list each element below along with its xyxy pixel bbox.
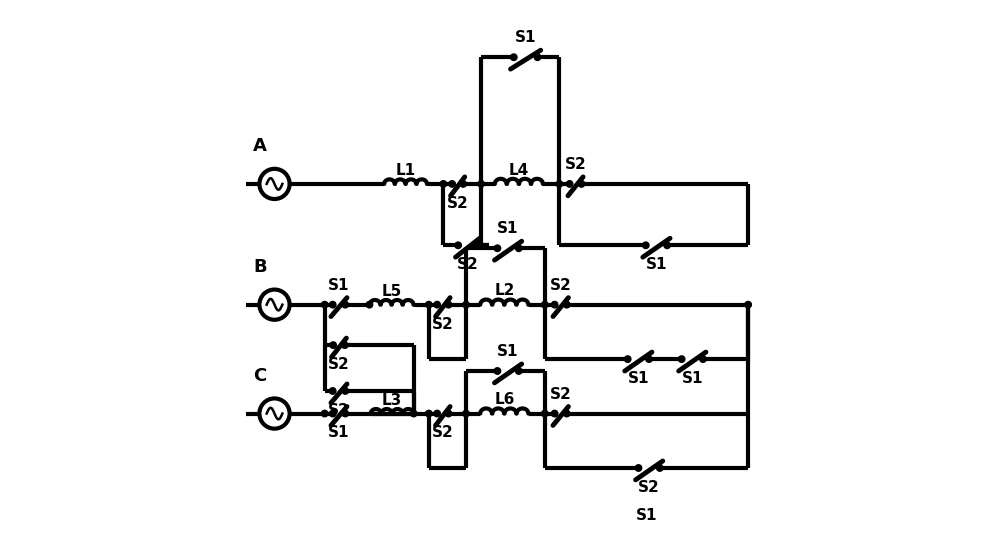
Circle shape — [516, 245, 522, 251]
Circle shape — [434, 410, 440, 417]
Circle shape — [330, 342, 336, 348]
Text: S1: S1 — [682, 371, 703, 386]
Text: L2: L2 — [494, 283, 515, 298]
Text: S2: S2 — [550, 387, 572, 402]
Circle shape — [342, 342, 348, 348]
Text: S2: S2 — [432, 426, 454, 440]
Text: L1: L1 — [396, 164, 416, 178]
Circle shape — [494, 368, 501, 374]
Circle shape — [542, 301, 548, 308]
Text: S2: S2 — [432, 317, 454, 331]
Circle shape — [664, 242, 670, 249]
Text: S2: S2 — [457, 257, 479, 272]
Text: L3: L3 — [382, 393, 402, 408]
Circle shape — [329, 387, 336, 394]
Circle shape — [643, 242, 649, 249]
Text: S2: S2 — [328, 403, 350, 418]
Text: S1: S1 — [497, 344, 519, 359]
Circle shape — [700, 356, 706, 362]
Text: A: A — [253, 137, 267, 155]
Text: S1: S1 — [636, 507, 657, 523]
Circle shape — [646, 356, 652, 362]
Text: S1: S1 — [328, 278, 350, 293]
Circle shape — [463, 410, 469, 417]
Circle shape — [460, 181, 466, 187]
Circle shape — [445, 410, 452, 417]
Circle shape — [564, 301, 570, 308]
Circle shape — [342, 410, 349, 417]
Circle shape — [551, 410, 558, 417]
Text: C: C — [253, 367, 267, 385]
Circle shape — [678, 356, 685, 362]
Text: S2: S2 — [638, 480, 660, 495]
Circle shape — [564, 410, 570, 417]
Circle shape — [321, 301, 328, 308]
Circle shape — [455, 242, 461, 249]
Circle shape — [463, 301, 469, 308]
Circle shape — [445, 301, 452, 308]
Circle shape — [342, 301, 349, 308]
Circle shape — [366, 301, 373, 308]
Circle shape — [434, 301, 440, 308]
Text: S1: S1 — [628, 371, 649, 386]
Circle shape — [624, 356, 631, 362]
Circle shape — [516, 368, 522, 374]
Circle shape — [426, 301, 432, 308]
Circle shape — [440, 181, 447, 187]
Circle shape — [474, 242, 480, 249]
Circle shape — [551, 301, 558, 308]
Text: S1: S1 — [646, 257, 667, 272]
Text: B: B — [253, 258, 267, 276]
Text: S1: S1 — [328, 426, 350, 440]
Circle shape — [426, 410, 432, 417]
Text: S2: S2 — [328, 357, 350, 372]
Circle shape — [542, 410, 548, 417]
Circle shape — [745, 301, 751, 308]
Circle shape — [578, 181, 585, 187]
Text: S2: S2 — [565, 157, 586, 172]
Text: S2: S2 — [447, 196, 469, 211]
Circle shape — [657, 465, 663, 471]
Circle shape — [534, 54, 541, 60]
Text: L4: L4 — [509, 162, 529, 178]
Circle shape — [478, 181, 484, 187]
Circle shape — [635, 465, 642, 471]
Circle shape — [410, 410, 417, 417]
Circle shape — [329, 410, 336, 417]
Circle shape — [494, 245, 501, 251]
Circle shape — [329, 301, 336, 308]
Circle shape — [556, 181, 563, 187]
Circle shape — [449, 181, 455, 187]
Text: L6: L6 — [494, 392, 515, 407]
Text: S1: S1 — [515, 31, 536, 45]
Text: S1: S1 — [497, 221, 519, 237]
Circle shape — [342, 387, 349, 394]
Circle shape — [566, 181, 573, 187]
Text: L5: L5 — [381, 284, 402, 299]
Circle shape — [511, 54, 517, 60]
Circle shape — [321, 410, 328, 417]
Text: S2: S2 — [550, 278, 572, 293]
